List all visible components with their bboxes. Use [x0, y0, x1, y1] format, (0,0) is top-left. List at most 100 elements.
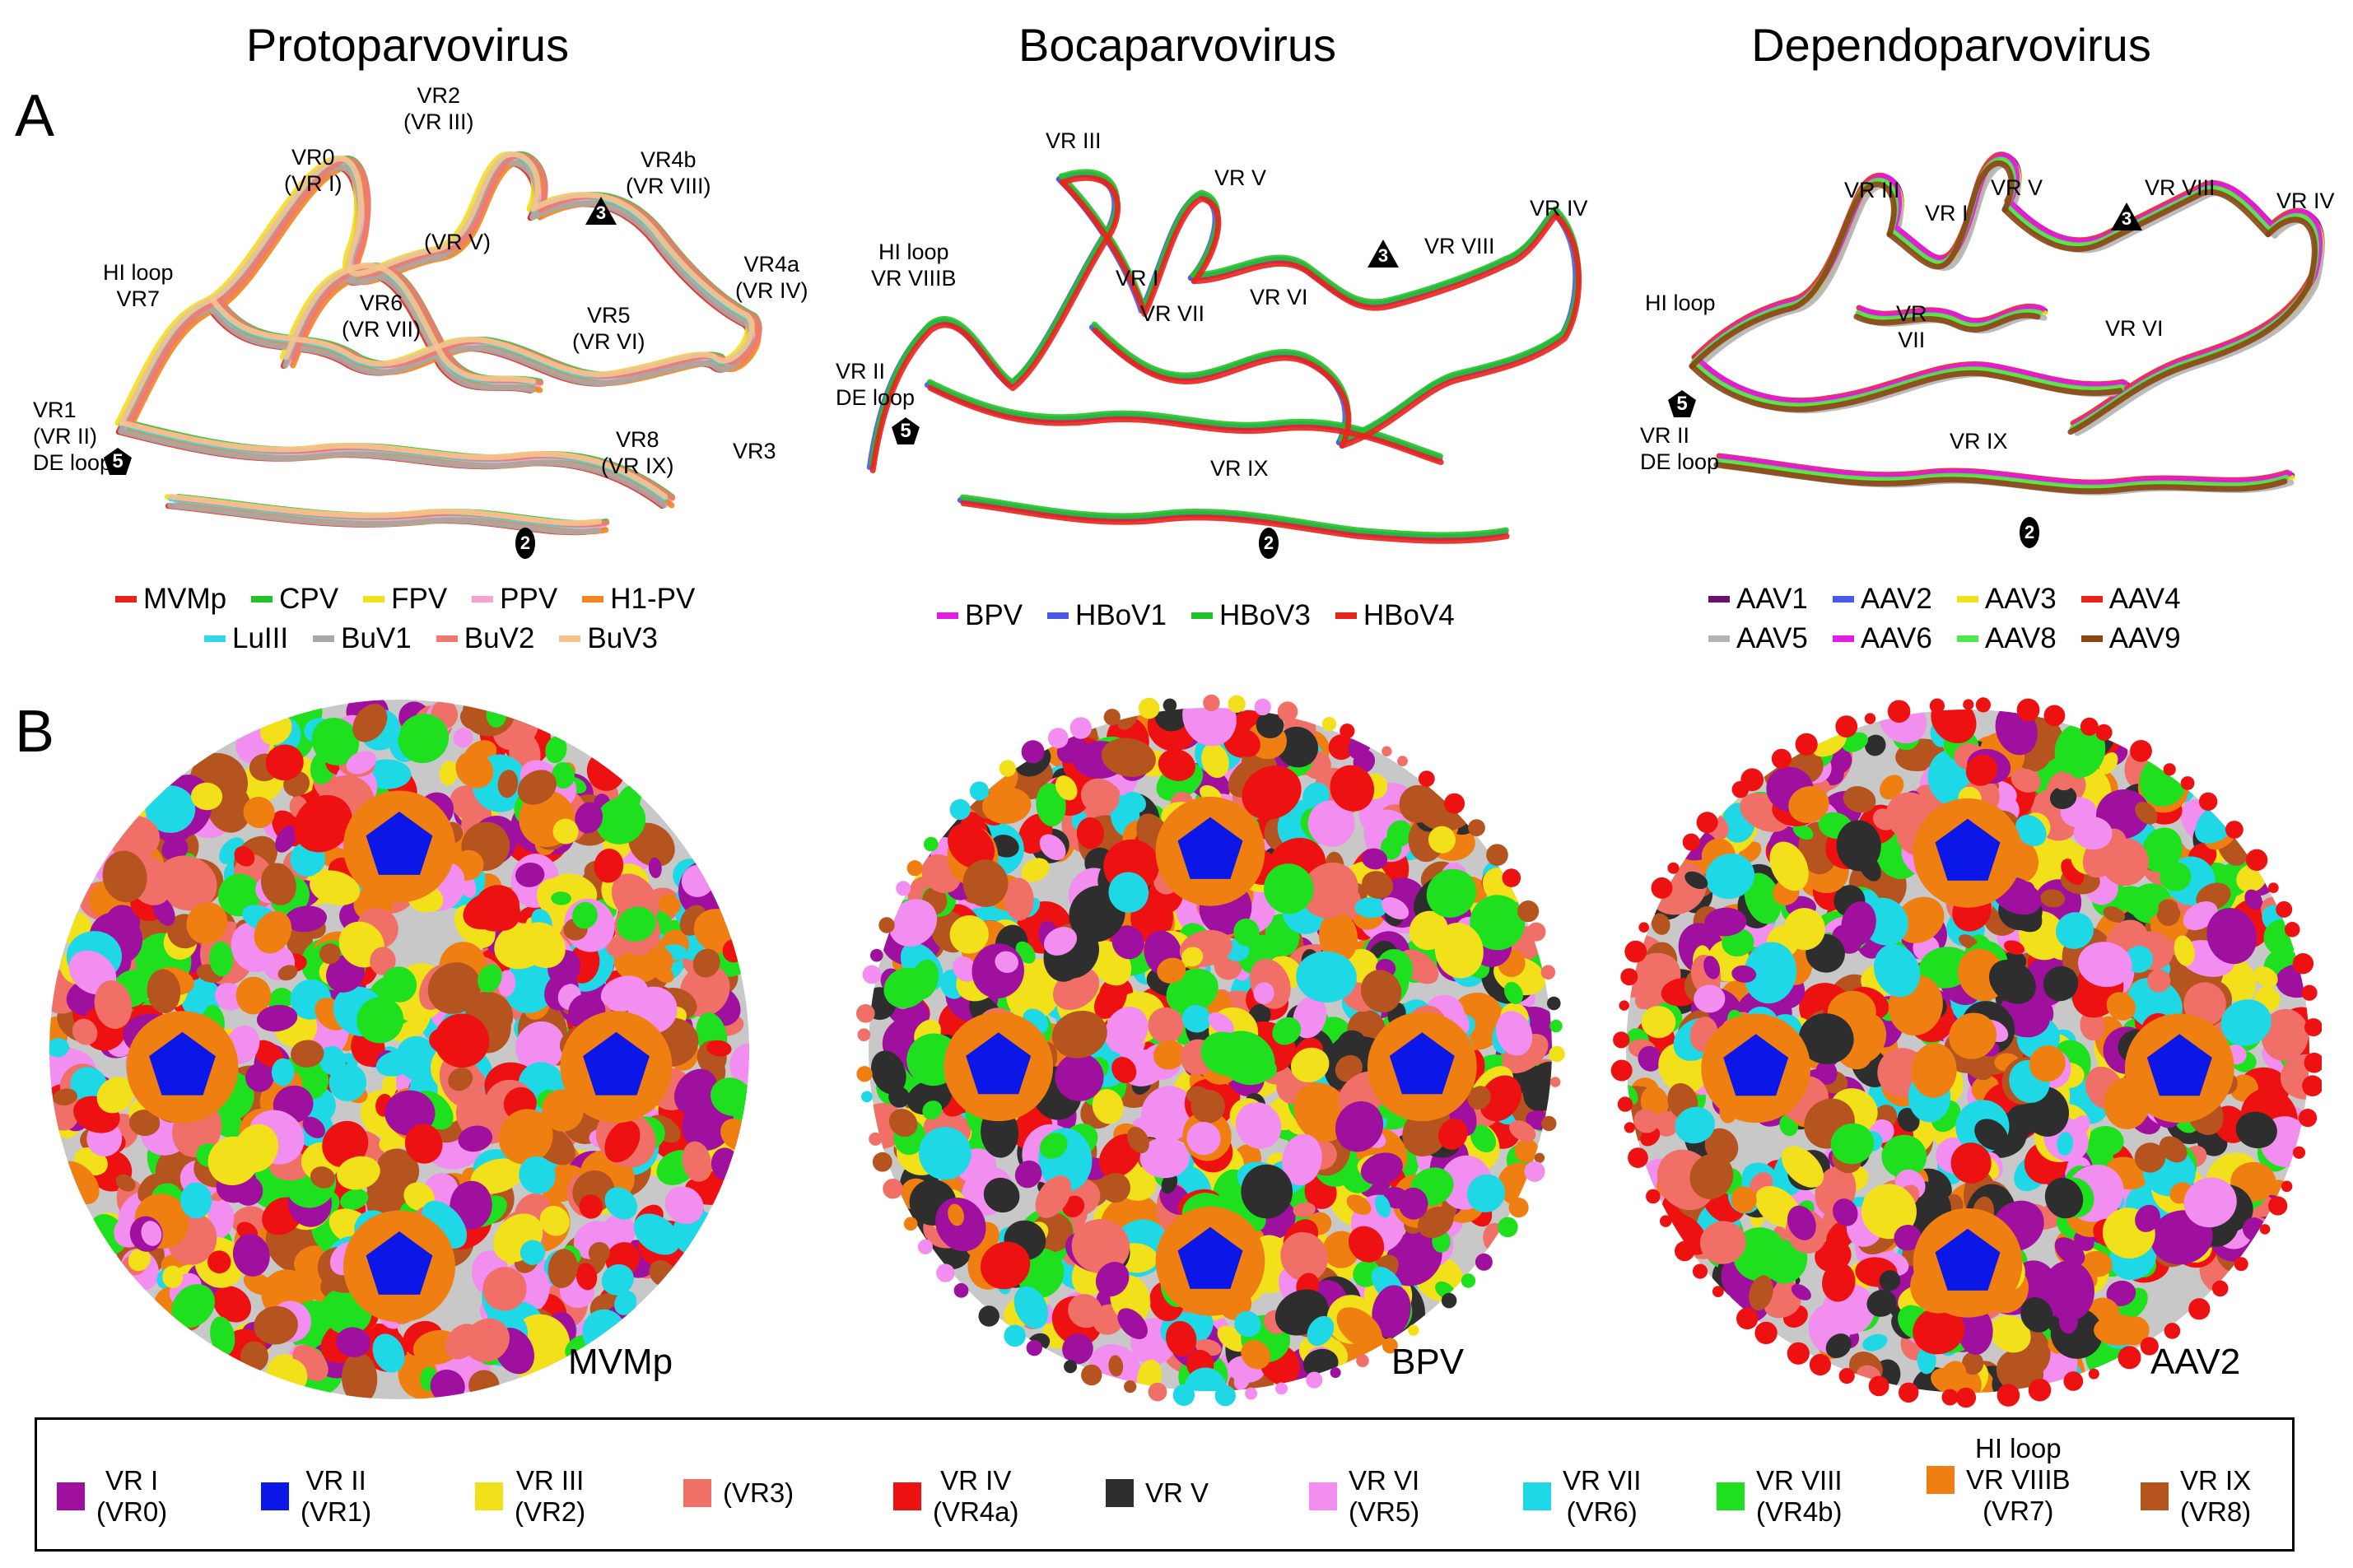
surface-patch	[1190, 1089, 1225, 1124]
surface-patch	[545, 736, 567, 764]
surface-patch	[336, 1327, 370, 1357]
surface-patch	[1372, 1285, 1411, 1338]
surface-patch	[870, 1050, 906, 1095]
surface-patch	[1076, 817, 1105, 849]
legend-swatch	[251, 596, 273, 603]
fivefold-pore	[1935, 1228, 2001, 1291]
fivefold-pore	[1389, 1032, 1455, 1095]
surface-patch	[372, 1333, 405, 1373]
surface-patch	[72, 1018, 98, 1045]
key-swatch	[1523, 1482, 1551, 1510]
rim-spike	[1838, 1368, 1855, 1384]
rim-spike	[1254, 698, 1271, 716]
surface-patch	[1242, 765, 1302, 820]
surface-patch	[498, 1109, 553, 1165]
surface-patch	[1280, 1231, 1328, 1282]
legend-item-bpv: BPV	[937, 599, 1023, 632]
rim-spike	[2276, 900, 2293, 918]
ribbon-trace-buv3	[119, 151, 755, 527]
rim-spike	[870, 948, 883, 962]
key-item-vr9: VR IX (VR8)	[2141, 1465, 2251, 1528]
surface-patch	[1021, 858, 1050, 882]
surface-patch	[53, 1088, 77, 1106]
surface-patch	[2280, 1054, 2309, 1100]
surface-patch	[1263, 863, 1314, 914]
surface-patch	[1437, 1118, 1468, 1150]
legend-item-buv2: BuV2	[436, 622, 534, 655]
rim-spike	[862, 965, 882, 984]
surface-patch	[1861, 1184, 1917, 1240]
surface-patch	[729, 1043, 749, 1085]
surface-patch	[1035, 1175, 1072, 1218]
surface-patch	[1111, 1056, 1137, 1084]
surface-patch	[711, 1077, 749, 1116]
surface-patch	[1744, 942, 1797, 1004]
key-swatch	[1927, 1466, 1955, 1494]
surface-patch	[210, 1316, 235, 1356]
surface-patch	[1470, 895, 1526, 951]
rim-spike	[1868, 1375, 1889, 1397]
rim-spike	[2080, 717, 2099, 736]
rim-spike	[924, 836, 939, 852]
rim-spike	[2301, 984, 2318, 1001]
rim-spike	[1541, 1115, 1557, 1132]
rim-spike	[1026, 1340, 1042, 1356]
key-item-vr1: VR I (VR0)	[57, 1465, 167, 1528]
legend-item-aav4: AAV4	[2080, 583, 2181, 616]
rim-spike	[1617, 1096, 1633, 1112]
key-item-vr4: VR IV (VR4a)	[893, 1465, 1019, 1528]
surface-patch	[2004, 940, 2025, 955]
surface-patch	[254, 1305, 298, 1345]
surface-patch	[1055, 775, 1078, 801]
surface-patch	[1654, 1110, 1680, 1137]
legend-swatch	[1047, 612, 1069, 619]
surface-patch	[1200, 1031, 1249, 1076]
rim-spike	[1787, 1342, 1810, 1365]
surface-patch	[1296, 951, 1357, 1003]
surface-patch	[1990, 1314, 2031, 1353]
surface-patch	[1233, 1368, 1251, 1390]
legend-item-fpv: FPV	[363, 583, 447, 616]
surface-patch	[1360, 970, 1402, 1013]
key-item-vr5: VR V	[1106, 1477, 1209, 1509]
surface-patch	[1165, 1320, 1197, 1356]
surface-patch	[2106, 1280, 2136, 1306]
legend-swatch	[2080, 596, 2103, 603]
surface-patch	[497, 970, 516, 997]
surface-patch	[2183, 1177, 2237, 1228]
rim-spike	[1549, 1077, 1561, 1087]
surface-patch	[883, 967, 929, 1008]
surface-patch	[1466, 1174, 1506, 1212]
surface-patch	[1186, 1121, 1221, 1156]
surface-patch	[1749, 1275, 1773, 1311]
surface-patch	[1495, 1011, 1533, 1056]
surface-patch	[497, 770, 519, 798]
legend-swatch	[436, 635, 458, 642]
surface-patch	[579, 1194, 603, 1219]
surface-patch	[207, 1136, 259, 1186]
surface-patch	[1731, 965, 1757, 983]
boca-label-vr8: VR VIII	[1424, 234, 1495, 258]
surface-patch	[404, 1124, 443, 1164]
surface-patch	[271, 1058, 295, 1086]
surface-patch	[277, 965, 298, 981]
rim-spike	[1771, 748, 1792, 769]
surface-patch	[213, 1286, 251, 1323]
surface-patch	[322, 1120, 369, 1168]
rim-spike	[1275, 1382, 1288, 1395]
rim-spike	[1835, 715, 1858, 737]
capsid-surface-mosaic	[869, 708, 1552, 1391]
surface-patch	[982, 787, 1032, 824]
surface-patch	[1950, 1142, 1992, 1184]
rim-spike	[1172, 1384, 1195, 1406]
surface-patch	[2141, 827, 2183, 872]
surface-patch	[2244, 889, 2262, 910]
rim-spike	[1740, 768, 1764, 792]
rim-spike	[1340, 724, 1355, 739]
depend-label-vr7: VR VII	[1896, 301, 1927, 352]
surface-patch	[1108, 1355, 1124, 1377]
rim-spike	[1397, 756, 1408, 767]
fivefold-pore	[149, 1031, 216, 1096]
fivefold-pore	[1935, 818, 2001, 881]
surface-patch	[588, 1241, 610, 1263]
